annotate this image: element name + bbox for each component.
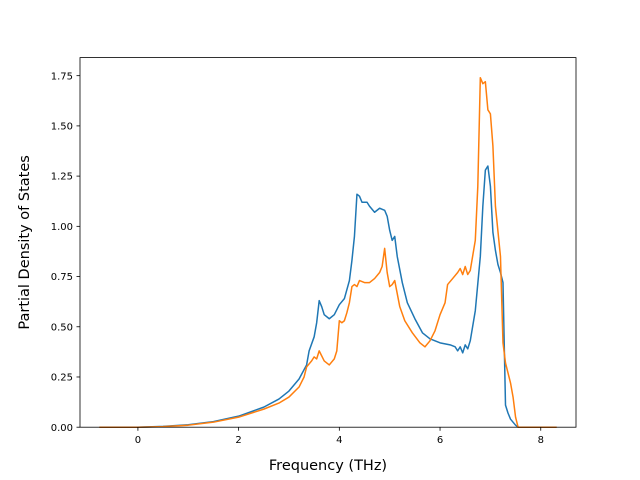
y-tick-label: 1.25: [51, 172, 73, 183]
y-axis-label: Partial Density of States: [17, 155, 33, 329]
x-tick-label: 0: [135, 435, 141, 446]
y-tick-label: 0.75: [51, 272, 73, 283]
x-axis-label: Frequency (THz): [269, 458, 387, 474]
x-tick-label: 8: [538, 435, 544, 446]
y-tick-label: 1.50: [51, 121, 73, 132]
x-tick-label: 2: [235, 435, 241, 446]
y-tick-label: 0.50: [51, 322, 73, 333]
y-tick-label: 1.00: [51, 222, 73, 233]
series-line-1: [99, 165, 557, 428]
y-tick-label: 0.00: [51, 423, 73, 434]
y-tick-label: 0.25: [51, 373, 73, 384]
y-axis-ticks: 0.00 0.25 0.50 0.75 1.00 1.25 1.50 1.75: [51, 71, 80, 434]
plot-frame: [79, 57, 577, 428]
y-tick-label: 1.75: [51, 71, 73, 82]
x-tick-label: 6: [437, 435, 443, 446]
x-tick-label: 4: [336, 435, 342, 446]
series-layer: [99, 76, 557, 428]
x-axis-ticks: 0 2 4 6 8: [135, 427, 544, 446]
series-line-2: [99, 76, 557, 428]
